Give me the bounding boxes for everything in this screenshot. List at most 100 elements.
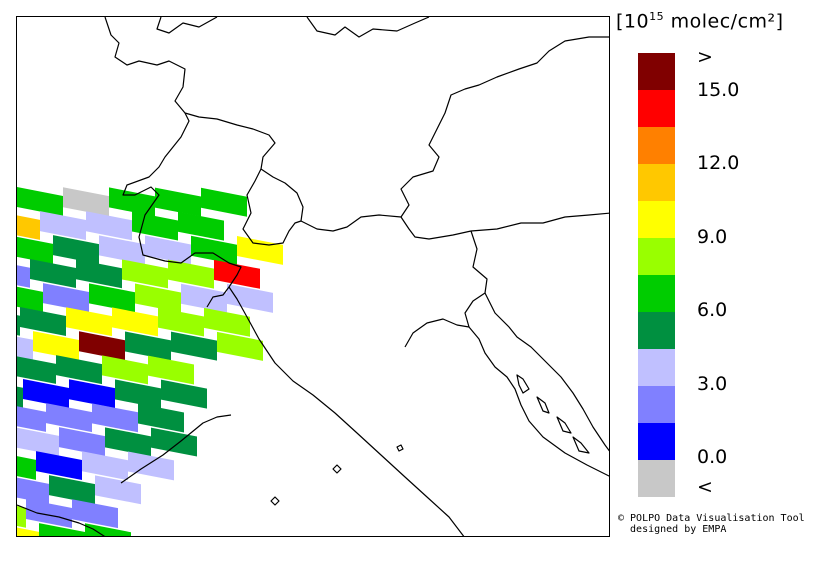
swath-pixel <box>46 403 92 433</box>
swath-pixel <box>69 379 115 409</box>
coastline <box>228 286 465 536</box>
coastline <box>396 444 404 452</box>
swath-pixel <box>99 235 145 265</box>
swath-pixel <box>17 187 63 216</box>
legend-swatch <box>638 90 675 127</box>
legend-swatch <box>638 275 675 312</box>
coastline <box>17 504 105 536</box>
swath-pixel <box>59 427 105 457</box>
swath-pixel <box>161 379 207 409</box>
swath-pixel <box>227 283 273 313</box>
swath-pixel <box>85 523 131 536</box>
coastline <box>572 436 590 454</box>
swath-pixel <box>39 523 85 536</box>
coastline-and-borders <box>17 17 609 536</box>
swath-pixel <box>168 259 214 289</box>
swath-pixel <box>17 426 59 456</box>
legend-label-3: 3.0 <box>697 373 728 395</box>
border-line <box>400 36 609 218</box>
swath-pixel <box>20 307 66 336</box>
legend-swatch <box>638 423 675 460</box>
legend-label-6: 6.0 <box>697 299 728 321</box>
swath-pixel <box>204 307 250 337</box>
swath-pixel <box>17 402 46 432</box>
swath-pixel <box>155 187 201 217</box>
credit-line: © POLPO Data Visualisation Tool <box>618 513 805 524</box>
border-line <box>156 17 218 34</box>
legend-label-9: 9.0 <box>697 226 728 248</box>
border-line <box>306 17 430 38</box>
coastline <box>484 292 609 452</box>
border-line <box>184 112 609 240</box>
swath-pixel <box>105 427 151 457</box>
legend-swatch <box>638 349 675 386</box>
swath-pixel <box>181 283 227 313</box>
swath-pixel <box>112 307 158 337</box>
swath-pixel <box>30 259 76 288</box>
legend-swatch <box>638 53 675 90</box>
swath-pixel <box>17 330 33 360</box>
swath-pixel <box>158 307 204 337</box>
swath-pixel <box>95 475 141 505</box>
legend-label-0: 0.0 <box>697 446 728 468</box>
swath-pixel <box>138 403 184 433</box>
swath-pixel <box>237 235 283 265</box>
legend-swatch <box>638 127 675 164</box>
legend-swatch <box>638 460 675 497</box>
coastline <box>332 464 342 474</box>
coastline <box>516 374 530 394</box>
swath-pixel <box>72 499 118 529</box>
swath-pixel <box>82 451 128 481</box>
swath-pixel <box>23 379 69 408</box>
swath-pixel <box>53 235 99 265</box>
swath-pixel <box>125 331 171 361</box>
swath-pixel <box>79 331 125 361</box>
swath-pixel <box>17 354 56 384</box>
swath-pixel <box>102 355 148 385</box>
legend-label-12: 12.0 <box>697 152 740 174</box>
swath-pixel <box>26 499 72 528</box>
legend-swatch <box>638 238 675 275</box>
map-canvas <box>17 17 609 536</box>
legend-label-over: > <box>697 46 713 68</box>
swath-pixel <box>178 211 224 241</box>
swath-pixel <box>76 259 122 289</box>
legend-label-under: < <box>697 476 713 498</box>
legend-swatch <box>638 312 675 349</box>
swath-pixel <box>92 403 138 433</box>
border-line <box>242 168 302 246</box>
swath-pixel <box>33 331 79 361</box>
border-line <box>464 230 488 328</box>
swath-pixel <box>40 211 86 241</box>
swath-pixel <box>36 451 82 481</box>
legend-unit: [1015 molec/cm²] <box>616 10 784 33</box>
map-panel <box>16 16 610 537</box>
swath-pixel <box>17 282 43 312</box>
coastline <box>270 496 280 506</box>
swath-pixel <box>151 427 197 457</box>
swath-pixel <box>171 331 217 361</box>
swath-pixel <box>17 498 26 528</box>
satellite-swath <box>17 187 283 536</box>
swath-pixel <box>17 474 49 504</box>
swath-pixel <box>109 187 155 217</box>
swath-pixel <box>49 475 95 505</box>
swath-pixel <box>63 187 109 217</box>
swath-pixel <box>201 187 247 217</box>
swath-pixel <box>122 259 168 289</box>
swath-pixel <box>56 355 102 385</box>
swath-pixel <box>17 450 36 480</box>
coastline <box>536 396 550 414</box>
legend-swatch <box>638 386 675 423</box>
swath-pixel <box>17 378 23 408</box>
legend-label-15: 15.0 <box>697 79 740 101</box>
swath-pixel <box>17 234 53 264</box>
coastline <box>556 416 572 434</box>
swath-pixel <box>145 235 191 265</box>
coastline <box>404 318 609 477</box>
swath-pixel <box>217 331 263 361</box>
swath-pixel <box>17 306 20 336</box>
legend-swatch <box>638 164 675 201</box>
swath-pixel <box>17 522 39 536</box>
swath-pixel <box>148 355 194 385</box>
